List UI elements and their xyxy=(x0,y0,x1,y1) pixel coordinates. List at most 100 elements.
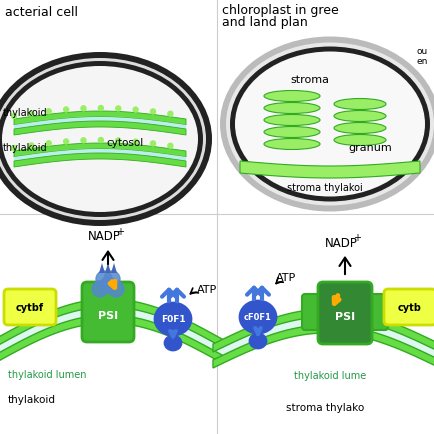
Circle shape xyxy=(108,281,124,297)
Circle shape xyxy=(104,271,120,287)
Text: +: + xyxy=(116,227,124,237)
Text: NADP: NADP xyxy=(87,230,120,243)
Polygon shape xyxy=(240,161,419,178)
Text: ou: ou xyxy=(416,47,427,56)
Circle shape xyxy=(11,114,16,119)
Circle shape xyxy=(150,141,155,147)
Circle shape xyxy=(168,112,172,117)
FancyBboxPatch shape xyxy=(301,294,327,330)
Ellipse shape xyxy=(240,301,275,333)
FancyBboxPatch shape xyxy=(361,294,387,330)
Ellipse shape xyxy=(2,67,197,213)
Circle shape xyxy=(29,144,34,149)
Ellipse shape xyxy=(230,47,429,202)
Text: granum: granum xyxy=(347,143,391,153)
Ellipse shape xyxy=(333,99,385,110)
Ellipse shape xyxy=(263,139,319,150)
Polygon shape xyxy=(213,325,434,368)
Circle shape xyxy=(63,108,69,113)
Ellipse shape xyxy=(337,113,381,118)
Circle shape xyxy=(115,107,121,112)
Ellipse shape xyxy=(234,53,424,197)
Text: chloroplast in gree: chloroplast in gree xyxy=(221,4,338,17)
Polygon shape xyxy=(213,317,434,360)
Ellipse shape xyxy=(263,103,319,114)
Circle shape xyxy=(133,108,138,113)
Polygon shape xyxy=(0,307,221,355)
Polygon shape xyxy=(0,315,221,363)
Polygon shape xyxy=(111,263,117,273)
Circle shape xyxy=(96,271,112,287)
Text: ATP: ATP xyxy=(197,284,217,294)
FancyBboxPatch shape xyxy=(4,289,56,325)
Ellipse shape xyxy=(333,135,385,146)
Polygon shape xyxy=(213,309,434,352)
Text: stroma thylakoі: stroma thylakoі xyxy=(286,183,362,193)
Circle shape xyxy=(92,281,108,297)
Ellipse shape xyxy=(267,117,315,122)
Text: and land plan: and land plan xyxy=(221,16,307,29)
Text: stroma: stroma xyxy=(290,75,329,85)
Ellipse shape xyxy=(267,93,315,98)
Text: thylakoid lumen: thylakoid lumen xyxy=(8,369,86,379)
Text: F0F1: F0F1 xyxy=(160,315,185,324)
Ellipse shape xyxy=(267,141,315,146)
FancyBboxPatch shape xyxy=(383,289,434,325)
Polygon shape xyxy=(14,150,186,161)
Ellipse shape xyxy=(0,62,203,217)
Circle shape xyxy=(63,140,69,145)
Ellipse shape xyxy=(333,123,385,134)
Circle shape xyxy=(81,138,86,144)
Text: PSI: PSI xyxy=(334,311,354,321)
Polygon shape xyxy=(0,299,221,347)
Ellipse shape xyxy=(250,334,265,348)
Polygon shape xyxy=(99,263,105,273)
Text: cytbf: cytbf xyxy=(16,302,44,312)
Ellipse shape xyxy=(267,105,315,110)
Ellipse shape xyxy=(155,303,191,335)
Polygon shape xyxy=(14,118,186,130)
Circle shape xyxy=(98,138,103,143)
Text: PSI: PSI xyxy=(98,310,118,320)
Circle shape xyxy=(133,140,138,145)
Ellipse shape xyxy=(226,43,433,206)
Ellipse shape xyxy=(263,91,319,102)
Text: thylakoid: thylakoid xyxy=(8,394,56,404)
Circle shape xyxy=(98,106,103,111)
Text: thylakoid: thylakoid xyxy=(3,108,47,118)
Polygon shape xyxy=(14,154,186,168)
Text: cF0F1: cF0F1 xyxy=(243,313,271,322)
Circle shape xyxy=(168,144,172,149)
Ellipse shape xyxy=(263,127,319,138)
FancyBboxPatch shape xyxy=(317,283,371,344)
FancyBboxPatch shape xyxy=(82,283,134,342)
Ellipse shape xyxy=(0,53,211,227)
Circle shape xyxy=(100,277,116,293)
Ellipse shape xyxy=(220,37,434,212)
Polygon shape xyxy=(14,112,186,126)
Ellipse shape xyxy=(337,137,381,142)
Circle shape xyxy=(29,112,34,117)
Circle shape xyxy=(11,146,16,151)
Text: cytb: cytb xyxy=(397,302,421,312)
Text: cytosol: cytosol xyxy=(106,138,143,148)
Text: ATP: ATP xyxy=(275,273,296,283)
Ellipse shape xyxy=(267,129,315,134)
Circle shape xyxy=(150,110,155,115)
Polygon shape xyxy=(14,144,186,158)
Text: thylakoid: thylakoid xyxy=(3,143,47,153)
Ellipse shape xyxy=(337,125,381,130)
Text: +: + xyxy=(352,233,360,243)
Circle shape xyxy=(46,109,51,115)
Circle shape xyxy=(115,138,121,144)
Ellipse shape xyxy=(333,111,385,122)
Text: thylakoid lume: thylakoid lume xyxy=(293,370,365,380)
Text: NADP: NADP xyxy=(324,237,357,250)
Circle shape xyxy=(81,107,86,112)
Circle shape xyxy=(46,141,51,146)
Text: stroma thylako: stroma thylako xyxy=(285,402,363,412)
Text: acterial cell: acterial cell xyxy=(5,6,78,19)
Ellipse shape xyxy=(337,101,381,106)
Text: en: en xyxy=(416,57,427,66)
Ellipse shape xyxy=(263,115,319,126)
